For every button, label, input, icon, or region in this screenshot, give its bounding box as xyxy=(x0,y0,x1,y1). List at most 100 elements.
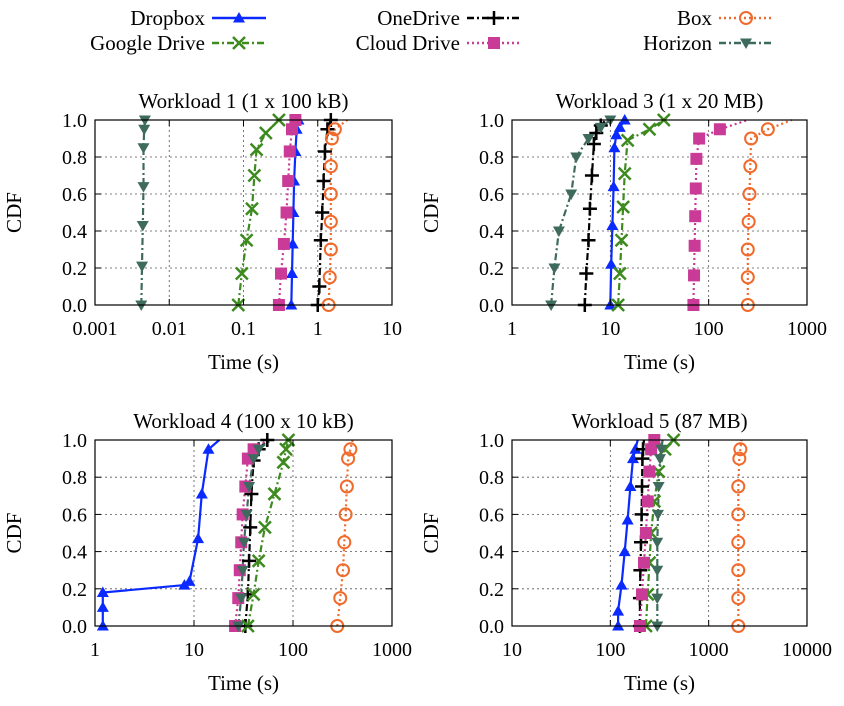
data-point-dropbox xyxy=(96,586,109,598)
data-point-google-drive xyxy=(258,520,272,535)
data-point-box xyxy=(731,479,746,494)
data-point-google-drive xyxy=(620,133,635,148)
data-point-onedrive xyxy=(582,201,597,216)
x-tick-label: 1 xyxy=(313,318,323,340)
data-point-dropbox xyxy=(612,620,625,631)
data-point-horizon xyxy=(232,621,245,632)
data-point-google-drive xyxy=(617,166,632,181)
legend-marker xyxy=(488,37,500,49)
series-line-box xyxy=(336,439,354,627)
data-point-horizon xyxy=(235,593,248,605)
data-point-horizon xyxy=(651,621,664,632)
data-point-google-drive xyxy=(258,126,273,140)
y-tick-label: 1.0 xyxy=(479,430,504,452)
data-point-horizon xyxy=(252,444,265,456)
data-point-dropbox xyxy=(612,605,625,616)
y-tick-label: 0.0 xyxy=(62,616,87,638)
plot-frame xyxy=(511,439,808,627)
series-line-box xyxy=(737,439,743,626)
data-point-cloud-drive xyxy=(282,175,295,188)
legend-label: Google Drive xyxy=(90,31,205,55)
data-point-google-drive xyxy=(234,266,249,281)
data-point-dropbox xyxy=(202,443,215,454)
data-point-cloud-drive xyxy=(690,152,703,165)
data-point-google-drive xyxy=(246,587,261,602)
y-axis-label: CDF xyxy=(419,192,443,233)
series-line-box xyxy=(746,118,793,305)
data-point-box xyxy=(741,214,756,229)
y-tick-label: 0.2 xyxy=(62,258,87,280)
x-tick-label: 100 xyxy=(278,639,308,661)
data-point-onedrive xyxy=(242,553,257,568)
y-tick-label: 0.4 xyxy=(62,221,87,243)
data-point-horizon xyxy=(138,124,151,136)
series-line-cloud-drive xyxy=(692,118,749,306)
chart-panels: 0.001 0.01 0.1 1 100.00.20.40.60.81.0Workloa… xyxy=(2,89,832,695)
y-axis-label: CDF xyxy=(419,513,443,554)
data-point-box xyxy=(731,563,746,578)
legend-label: OneDrive xyxy=(377,6,460,30)
x-axis-label: Time (s) xyxy=(624,671,695,695)
data-point-google-drive xyxy=(276,455,291,470)
y-tick-label: 0.8 xyxy=(479,467,504,489)
data-point-dropbox xyxy=(607,180,620,192)
data-point-box xyxy=(337,535,352,550)
data-point-horizon xyxy=(552,226,565,237)
x-tick-label: 10 xyxy=(382,318,402,340)
data-point-google-drive xyxy=(247,168,262,183)
y-tick-label: 0.8 xyxy=(479,147,504,169)
x-tick-label: 10000 xyxy=(782,639,832,661)
y-tick-label: 0.4 xyxy=(62,542,87,564)
data-point-horizon xyxy=(243,482,256,493)
data-point-box xyxy=(323,214,338,229)
data-point-box xyxy=(744,131,759,146)
data-point-dropbox xyxy=(195,487,208,499)
data-point-box xyxy=(336,563,351,578)
y-tick-label: 0.0 xyxy=(479,616,504,638)
x-tick-label: 0.1 xyxy=(231,318,256,340)
legend-item-dropbox: Dropbox xyxy=(130,6,266,30)
y-tick-label: 1.0 xyxy=(479,110,504,132)
data-point-box xyxy=(338,507,353,522)
data-point-dropbox xyxy=(606,219,619,230)
data-point-horizon xyxy=(238,537,251,549)
data-point-horizon xyxy=(545,300,558,311)
data-point-horizon xyxy=(651,593,664,605)
y-tick-label: 0.2 xyxy=(479,579,504,601)
data-point-onedrive xyxy=(634,507,649,522)
series-group xyxy=(612,433,748,633)
x-tick-label: 0.01 xyxy=(152,318,187,340)
chart-title: Workload 3 (1 x 20 MB) xyxy=(556,89,764,113)
data-point-horizon xyxy=(655,444,668,456)
legend-marker xyxy=(232,36,246,50)
data-point-onedrive xyxy=(243,520,258,535)
data-point-box xyxy=(740,270,755,285)
data-point-horizon xyxy=(137,182,150,193)
data-point-dropbox xyxy=(96,601,109,612)
plot-frame xyxy=(94,439,393,627)
y-tick-label: 0.6 xyxy=(62,184,87,206)
data-point-cloud-drive xyxy=(645,443,658,456)
y-tick-label: 0.6 xyxy=(62,504,87,526)
data-point-horizon xyxy=(651,509,664,521)
data-point-dropbox xyxy=(192,532,205,544)
data-point-onedrive xyxy=(244,486,259,501)
x-axis-label: Time (s) xyxy=(624,350,695,374)
data-point-onedrive xyxy=(584,168,599,183)
y-tick-label: 0.4 xyxy=(479,221,504,243)
series-line-onedrive xyxy=(583,119,607,306)
data-point-dropbox xyxy=(613,121,626,132)
data-point-dropbox xyxy=(183,575,196,586)
legend-item-box: Box xyxy=(677,6,773,30)
y-tick-label: 0.6 xyxy=(479,504,504,526)
x-tick-label: 100 xyxy=(694,318,724,340)
x-axis-label: Time (s) xyxy=(208,350,279,374)
data-point-box xyxy=(341,451,356,466)
legend-label: Horizon xyxy=(643,31,712,55)
data-point-box xyxy=(323,187,338,201)
data-point-horizon xyxy=(654,454,667,465)
legend-item-google-drive: Google Drive xyxy=(90,31,266,55)
data-point-box xyxy=(742,187,757,201)
data-point-box xyxy=(731,507,746,522)
data-point-horizon xyxy=(652,482,665,493)
